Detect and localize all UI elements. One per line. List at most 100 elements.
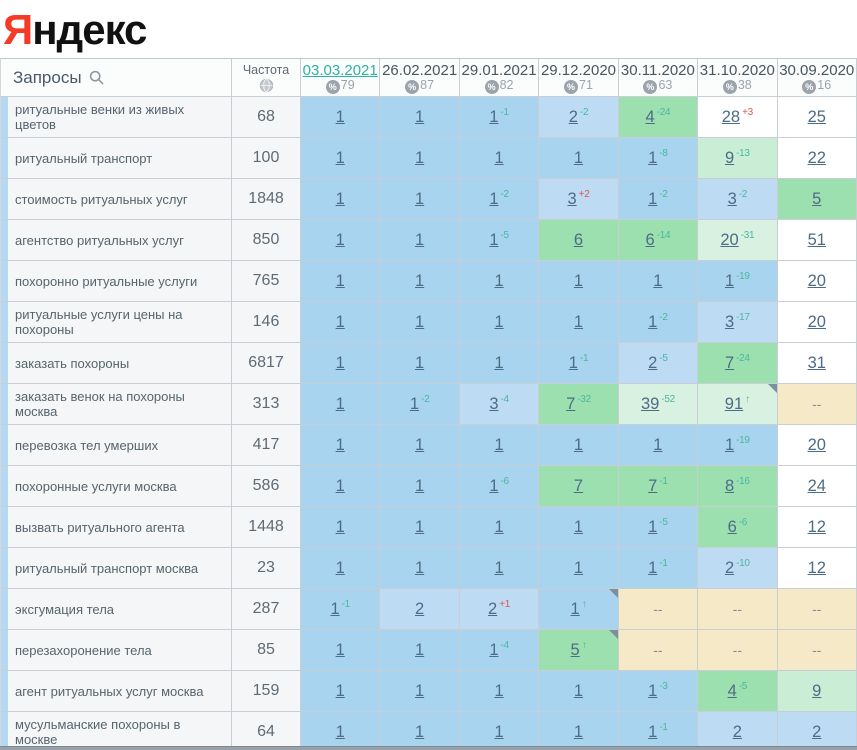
position-link[interactable]: 1 [335, 148, 345, 167]
position-link[interactable]: 1 [415, 558, 425, 577]
position-link[interactable]: 1 [335, 271, 345, 290]
position-link[interactable]: 1 [415, 640, 425, 659]
query-cell[interactable]: агент ритуальных услуг москва [1, 671, 232, 712]
position-link[interactable]: 2 [415, 599, 425, 618]
query-cell[interactable]: мусульманские похороны в москве [1, 712, 232, 750]
position-link[interactable]: 20 [807, 312, 826, 331]
position-link[interactable]: 1 [648, 148, 658, 167]
date-link[interactable]: 30.09.2020 [779, 61, 855, 79]
position-link[interactable]: 3 [567, 189, 577, 208]
position-link[interactable]: 1 [724, 435, 735, 454]
position-link[interactable]: 2 [724, 558, 735, 577]
position-link[interactable]: 1 [653, 271, 663, 290]
position-link[interactable]: 2 [568, 107, 578, 126]
position-link[interactable]: 1 [573, 517, 584, 536]
position-link[interactable]: 1 [494, 312, 504, 331]
position-link[interactable]: 1 [573, 435, 584, 454]
position-link[interactable]: 3 [727, 189, 737, 208]
position-link[interactable]: 1 [415, 148, 425, 167]
query-cell[interactable]: заказать похороны [1, 343, 232, 384]
position-link[interactable]: 2 [648, 353, 658, 372]
position-link[interactable]: 7 [648, 476, 658, 495]
position-link[interactable]: 1 [335, 558, 345, 577]
position-link[interactable]: 1 [648, 312, 658, 331]
position-link[interactable]: 1 [573, 681, 584, 700]
position-link[interactable]: 1 [724, 271, 735, 290]
position-link[interactable]: 1 [648, 517, 658, 536]
position-link[interactable]: 3 [724, 312, 735, 331]
position-link[interactable]: 1 [494, 681, 504, 700]
position-link[interactable]: 1 [415, 189, 425, 208]
position-link[interactable]: 1 [335, 517, 345, 536]
position-link[interactable]: 1 [415, 517, 425, 536]
position-link[interactable]: 4 [727, 681, 737, 700]
position-link[interactable]: 1 [415, 722, 425, 741]
date-link[interactable]: 31.10.2020 [699, 61, 775, 79]
position-link[interactable]: 1 [573, 312, 584, 331]
query-cell[interactable]: ритуальные венки из живых цветов [1, 97, 232, 138]
position-link[interactable]: 1 [415, 230, 425, 249]
position-link[interactable]: 1 [335, 722, 345, 741]
position-link[interactable]: 7 [724, 353, 735, 372]
query-cell[interactable]: ритуальные услуги цены на похороны [1, 302, 232, 343]
position-link[interactable]: 6 [573, 230, 584, 249]
position-link[interactable]: 39 [640, 394, 660, 413]
position-link[interactable]: 31 [807, 353, 826, 372]
date-link[interactable]: 29.12.2020 [540, 61, 617, 79]
position-link[interactable]: 1 [335, 230, 345, 249]
query-cell[interactable]: похоронно ритуальные услуги [1, 261, 232, 302]
search-icon[interactable] [89, 70, 104, 85]
position-link[interactable]: 1 [415, 681, 425, 700]
position-link[interactable]: 12 [807, 517, 826, 536]
position-link[interactable]: 1 [494, 558, 504, 577]
query-cell[interactable]: ритуальный транспорт [1, 138, 232, 179]
query-cell[interactable]: перевозка тел умерших [1, 425, 232, 466]
position-link[interactable]: 1 [648, 681, 658, 700]
position-link[interactable]: 2 [488, 599, 498, 618]
date-link[interactable]: 29.01.2021 [461, 61, 537, 79]
position-link[interactable]: 1 [335, 312, 345, 331]
position-link[interactable]: 1 [648, 189, 658, 208]
position-link[interactable]: 1 [415, 476, 425, 495]
position-link[interactable]: 2 [812, 722, 822, 741]
position-link[interactable]: 4 [645, 107, 655, 126]
position-link[interactable]: 1 [494, 353, 504, 372]
query-cell[interactable]: эксгумация тела [1, 589, 232, 630]
position-link[interactable]: 1 [335, 107, 345, 126]
position-link[interactable]: 1 [489, 189, 499, 208]
position-link[interactable]: 1 [489, 640, 499, 659]
position-link[interactable]: 1 [489, 107, 499, 126]
position-link[interactable]: 1 [335, 476, 345, 495]
position-link[interactable]: 5 [570, 640, 580, 659]
position-link[interactable]: 1 [409, 394, 420, 413]
position-link[interactable]: 2 [732, 722, 742, 741]
query-cell[interactable]: агентство ритуальных услуг [1, 220, 232, 261]
position-link[interactable]: 1 [573, 558, 584, 577]
position-link[interactable]: 9 [812, 681, 822, 700]
position-link[interactable]: 1 [494, 722, 504, 741]
position-link[interactable]: 1 [489, 476, 499, 495]
position-link[interactable]: 7 [566, 394, 576, 413]
query-cell[interactable]: перезахоронение тела [1, 630, 232, 671]
position-link[interactable]: 6 [727, 517, 737, 536]
position-link[interactable]: 1 [335, 353, 345, 372]
position-link[interactable]: 1 [648, 558, 658, 577]
query-cell[interactable]: заказать венок на похороны москва [1, 384, 232, 425]
query-cell[interactable]: стоимость ритуальных услуг [1, 179, 232, 220]
position-link[interactable]: 20 [807, 435, 826, 454]
position-link[interactable]: 28 [721, 107, 741, 126]
position-link[interactable]: 1 [335, 640, 345, 659]
query-cell[interactable]: вызвать ритуального агента [1, 507, 232, 548]
position-link[interactable]: 1 [494, 517, 504, 536]
position-link[interactable]: 1 [494, 148, 504, 167]
position-link[interactable]: 1 [335, 681, 345, 700]
position-link[interactable]: 1 [415, 312, 425, 331]
position-link[interactable]: 1 [330, 599, 340, 618]
position-link[interactable]: 51 [807, 230, 826, 249]
position-link[interactable]: 1 [648, 722, 658, 741]
position-link[interactable]: 1 [335, 435, 345, 454]
position-link[interactable]: 91 [724, 394, 744, 413]
position-link[interactable]: 1 [653, 435, 663, 454]
position-link[interactable]: 1 [494, 435, 504, 454]
date-link[interactable]: 26.02.2021 [382, 61, 458, 79]
